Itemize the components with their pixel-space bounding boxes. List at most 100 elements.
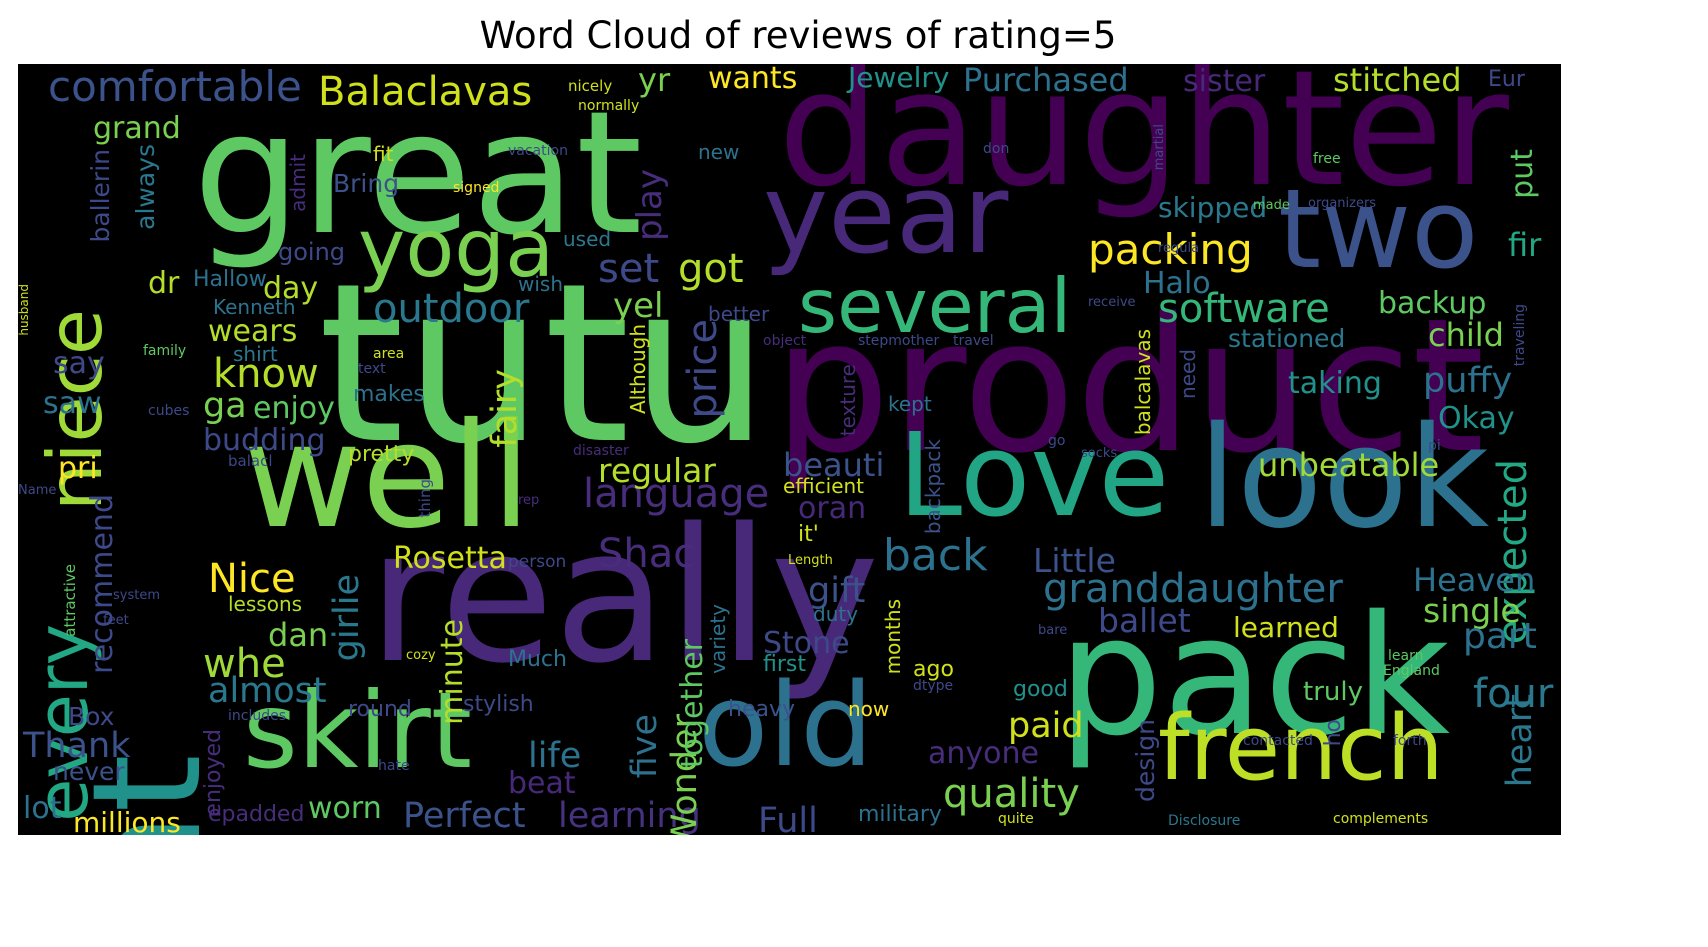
word-good: good <box>1013 677 1068 702</box>
word-price: price <box>680 319 726 419</box>
word-need: need <box>1176 349 1200 399</box>
word-back: back <box>883 530 988 581</box>
word-got: got <box>678 246 744 292</box>
word-cloud: tutuproductgreatdaughterreallypackbought… <box>18 64 1561 835</box>
word-know: know <box>213 351 319 397</box>
word-socks: socks <box>1081 446 1118 461</box>
word-ballet: ballet <box>1098 601 1191 640</box>
word-new: new <box>698 140 740 164</box>
word-traveling: traveling <box>1512 304 1528 367</box>
word-ago: ago <box>913 657 954 682</box>
word-ballerin: ballerin <box>86 149 115 243</box>
word-don: don <box>983 141 1010 157</box>
word-recommend: recommend <box>85 494 120 674</box>
word-rosetta: Rosetta <box>393 541 507 576</box>
word-wears: wears <box>208 314 298 349</box>
word-grand: grand <box>93 111 181 146</box>
word-comfortable: comfortable <box>48 64 302 111</box>
word-family: family <box>143 343 187 359</box>
word-first: first <box>763 652 806 677</box>
word-language: language <box>583 471 770 517</box>
word-design: design <box>1131 719 1160 802</box>
word-text: text <box>358 361 386 377</box>
word-saw: saw <box>43 386 102 421</box>
word-granddaughter: granddaughter <box>1043 566 1343 612</box>
word-thank: Thank <box>23 726 131 766</box>
word-software: software <box>1158 286 1330 332</box>
word-yr: yr <box>638 64 671 99</box>
word-heaven: Heaven <box>1413 561 1536 599</box>
word-yoga: yoga <box>358 202 555 295</box>
word-old: old <box>698 659 874 793</box>
word-lessons: lessons <box>228 592 303 616</box>
word-used: used <box>563 227 612 251</box>
word-now: now <box>848 697 890 721</box>
word-perfect: Perfect <box>403 796 526 835</box>
word-feet: feet <box>103 613 129 628</box>
word-packing: packing <box>1088 225 1253 274</box>
word-ho: ho <box>1321 719 1346 747</box>
word-day: day <box>263 271 319 306</box>
word-signed: signed <box>453 180 500 196</box>
word-texture: texture <box>836 364 860 437</box>
word-set: set <box>598 246 660 292</box>
word-well: well <box>243 392 532 561</box>
word-stepmother: stepmother <box>858 333 940 349</box>
word-single: single <box>1423 591 1521 630</box>
word-round: round <box>348 697 412 722</box>
word-say: say <box>53 346 105 381</box>
word-quality: quality <box>943 771 1080 817</box>
word-includes: includes <box>228 708 287 724</box>
word-free: free <box>1313 151 1341 167</box>
word-nice: Nice <box>208 556 296 602</box>
word-shac: Shac <box>598 531 696 577</box>
word-truly: truly <box>1303 677 1363 707</box>
word-pri: pri <box>58 451 98 486</box>
word-oran: oran <box>798 491 867 526</box>
word-backup: backup <box>1378 286 1487 321</box>
word-cozy: cozy <box>406 648 436 663</box>
word-stationed: stationed <box>1228 324 1346 353</box>
word-box: Box <box>68 702 115 731</box>
word-contacted: contacted <box>1243 733 1313 749</box>
word-bring: Bring <box>333 169 400 198</box>
word-millions: millions <box>73 806 181 836</box>
word-kenneth: Kenneth <box>213 295 296 319</box>
word-travel: travel <box>953 333 994 349</box>
word-normally: normally <box>578 98 640 114</box>
word-tutu: tutu <box>318 236 770 492</box>
word-five: five <box>625 714 665 779</box>
word-eur: Eur <box>1488 67 1525 92</box>
word-beauti: beauti <box>783 446 885 484</box>
word-whe: whe <box>203 641 286 687</box>
word-heart: heart <box>1500 694 1540 788</box>
word-regula: regula <box>1158 241 1200 256</box>
word-fairy: fairy <box>485 369 525 448</box>
word-look: look <box>1198 397 1490 560</box>
word-daughter: daughter <box>778 64 1509 222</box>
word-puffy: puffy <box>1423 361 1513 401</box>
word-pi: pi <box>1428 438 1441 454</box>
word-hate: hate <box>378 758 410 774</box>
word-part: part <box>1463 616 1537 657</box>
word-girlie: girlie <box>327 574 367 662</box>
word-put: put <box>1505 149 1540 199</box>
word-it-: it' <box>798 522 819 547</box>
word-rep: rep <box>518 493 540 508</box>
word-taking: taking <box>1288 366 1382 401</box>
word-great: great <box>193 75 643 273</box>
word-never: never <box>53 757 125 786</box>
word-almost: almost <box>208 671 327 711</box>
word-admit: admit <box>286 154 310 212</box>
word-shirt: shirt <box>233 342 278 366</box>
word-stylish: stylish <box>463 692 534 717</box>
word-dtype: dtype <box>913 678 954 694</box>
word-although: Although <box>626 324 650 415</box>
word-length: Length <box>788 553 833 568</box>
word-efficient: efficient <box>783 474 865 498</box>
word-hallow: Hallow <box>193 267 267 292</box>
word-regular: regular <box>598 451 716 490</box>
word-pretty: pretty <box>348 442 415 467</box>
word-much: Much <box>508 647 567 672</box>
word-jewelry: Jewelry <box>848 64 950 94</box>
